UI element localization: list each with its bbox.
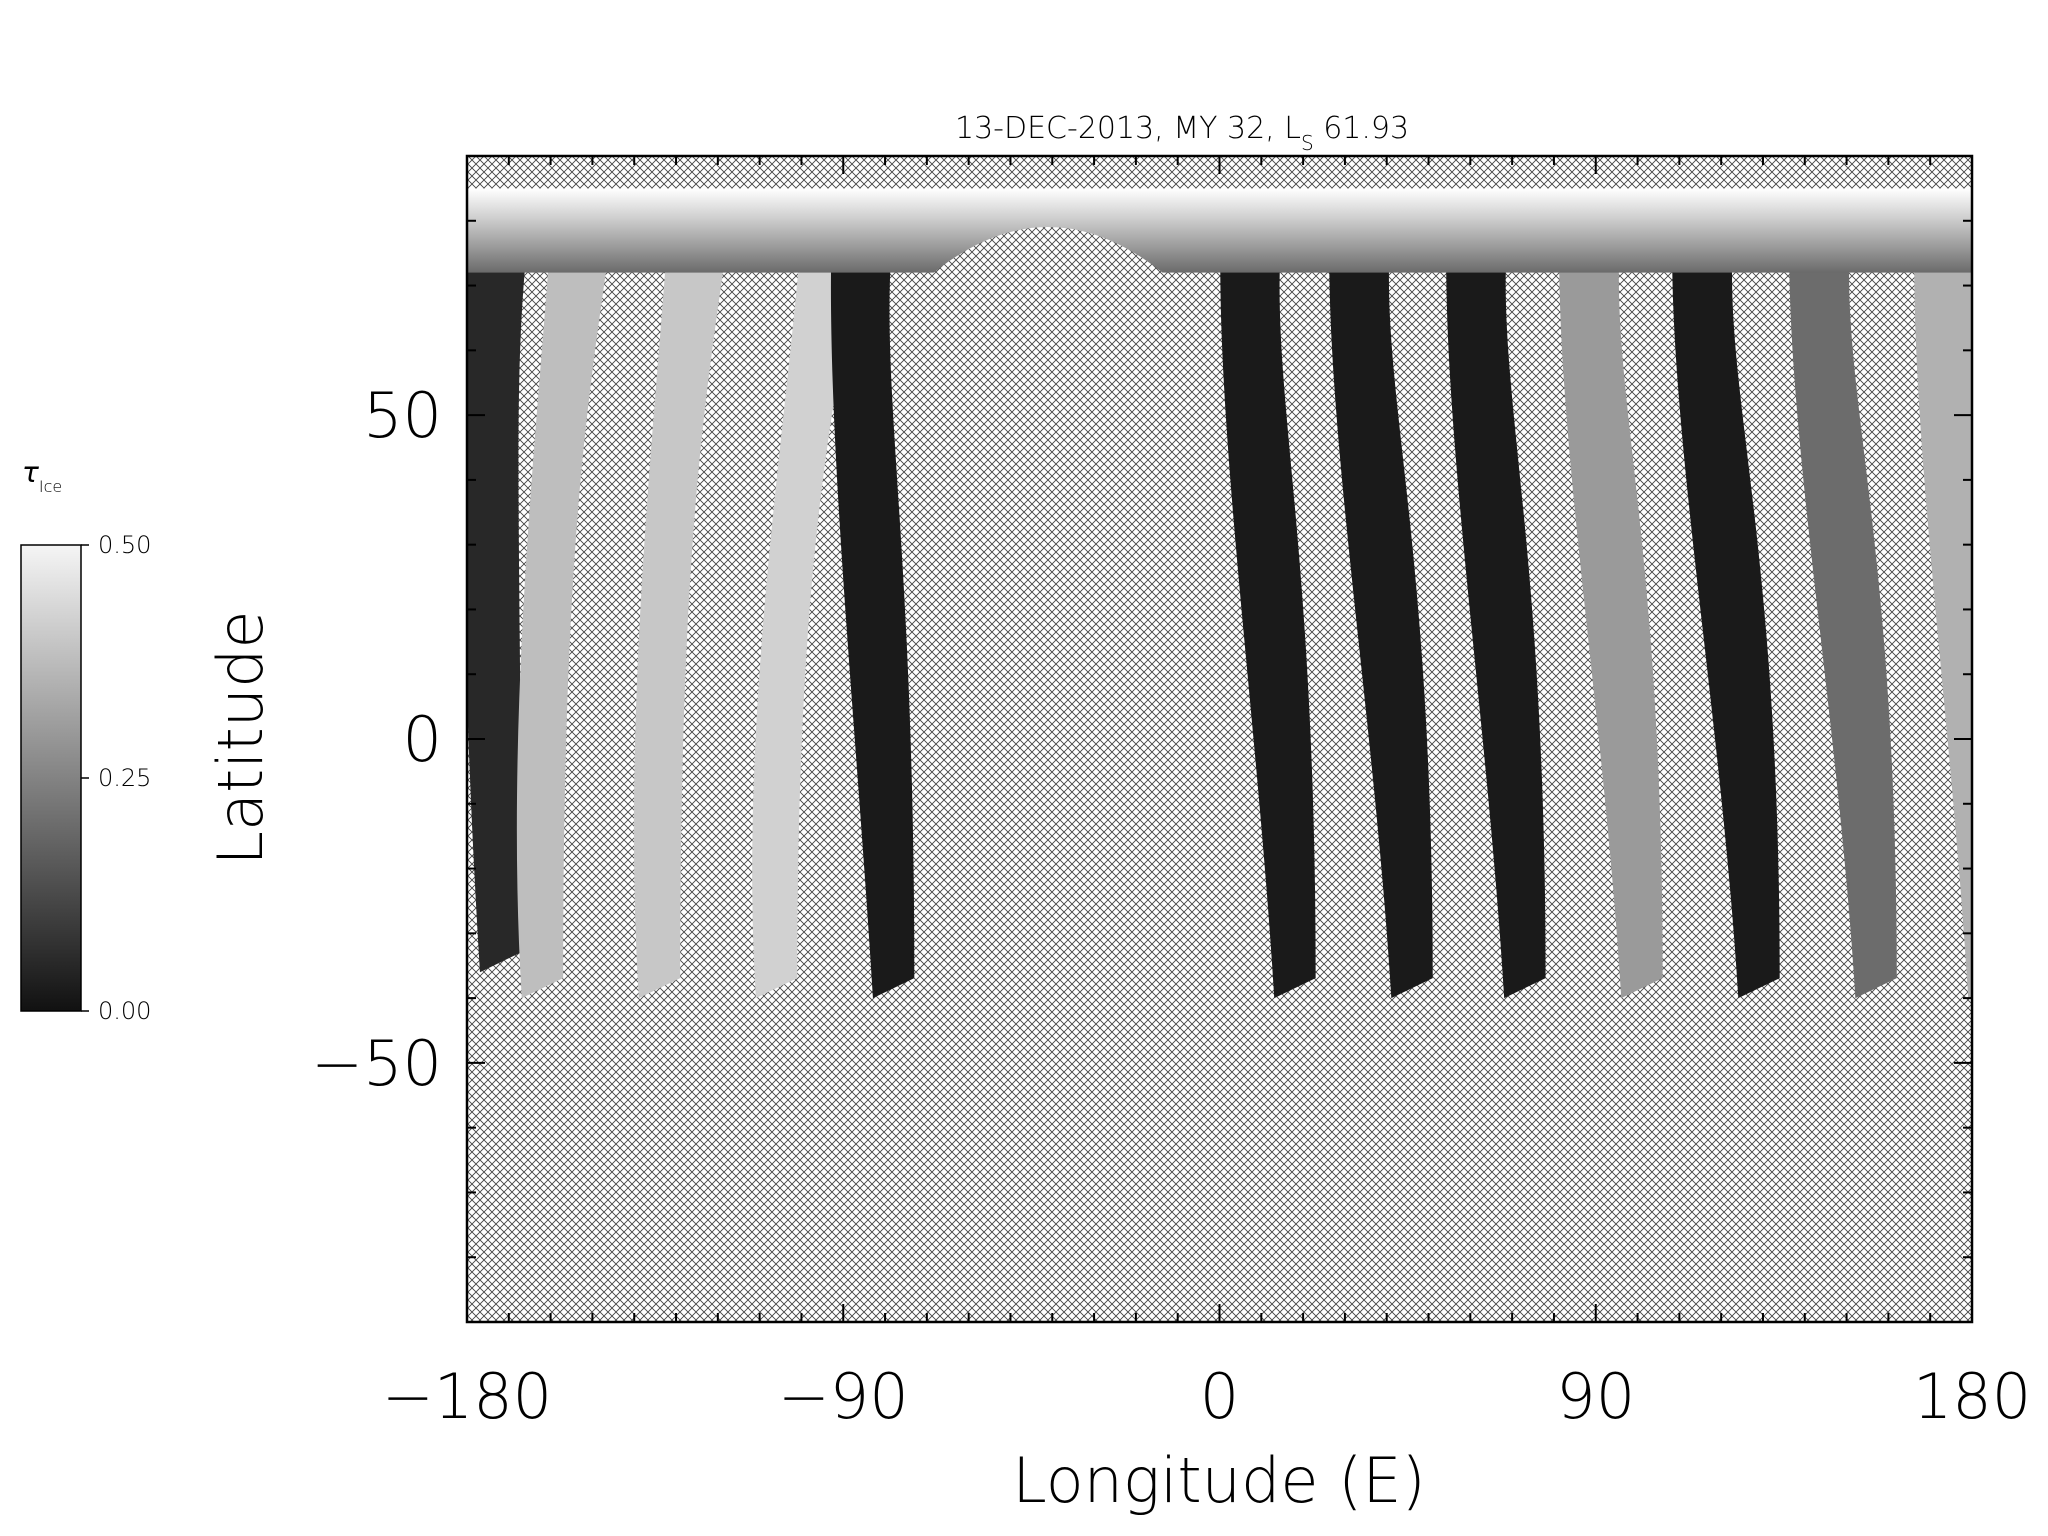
axis-ticks bbox=[466, 155, 1973, 1323]
swath-2 bbox=[516, 194, 617, 999]
colorbar-tick-label: 0.00 bbox=[98, 997, 151, 1025]
swath-layer bbox=[467, 194, 1972, 999]
polar-band bbox=[467, 188, 1972, 273]
title-date: 13-DEC-2013, MY 32, L bbox=[955, 111, 1301, 146]
swath-1 bbox=[467, 194, 533, 973]
y-tick-label: 0 bbox=[403, 703, 442, 776]
x-tick-label: 90 bbox=[1556, 1360, 1635, 1433]
colorbar-symbol: τIce bbox=[22, 456, 62, 496]
y-tick-label: −50 bbox=[311, 1027, 442, 1100]
swath-4 bbox=[752, 194, 868, 999]
swath-10 bbox=[1672, 194, 1780, 999]
swath-7 bbox=[1329, 194, 1433, 999]
x-tick-labels: −180 −90 0 90 180 bbox=[382, 1360, 2031, 1433]
colorbar-ticks: 0.50 0.25 0.00 bbox=[81, 531, 151, 1025]
x-axis-label: Longitude (E) bbox=[1012, 1444, 1425, 1517]
colorbar-symbol-tau: τ bbox=[22, 456, 39, 489]
title-ls-value: 61.93 bbox=[1314, 111, 1409, 146]
swath-9 bbox=[1559, 194, 1663, 999]
y-tick-labels: 50 0 −50 bbox=[311, 379, 442, 1100]
y-axis-label: Latitude bbox=[204, 610, 277, 865]
y-tick-label: 50 bbox=[363, 379, 442, 452]
x-tick-label: −90 bbox=[778, 1360, 909, 1433]
polar-band-layer bbox=[467, 188, 1972, 286]
swath-8 bbox=[1446, 194, 1546, 999]
x-tick-label: −180 bbox=[382, 1360, 552, 1433]
swath-3 bbox=[633, 194, 734, 999]
colorbar: τIce 0.50 0.25 0.00 bbox=[20, 456, 151, 1025]
x-tick-label: 0 bbox=[1200, 1360, 1239, 1433]
colorbar-symbol-subscript: Ice bbox=[39, 477, 62, 496]
title-ls-subscript: S bbox=[1301, 131, 1314, 155]
colorbar-tick-label: 0.50 bbox=[98, 531, 151, 559]
polar-gap bbox=[918, 226, 1178, 286]
swath-6 bbox=[1220, 194, 1316, 999]
swath-5 bbox=[830, 194, 915, 999]
colorbar-tick-label: 0.25 bbox=[98, 764, 151, 792]
swath-12 bbox=[1914, 194, 1972, 999]
colorbar-gradient bbox=[20, 544, 82, 1012]
chart-title: 13-DEC-2013, MY 32, LS 61.93 bbox=[955, 111, 1409, 155]
swath-11 bbox=[1789, 194, 1897, 999]
x-tick-label: 180 bbox=[1913, 1360, 2031, 1433]
